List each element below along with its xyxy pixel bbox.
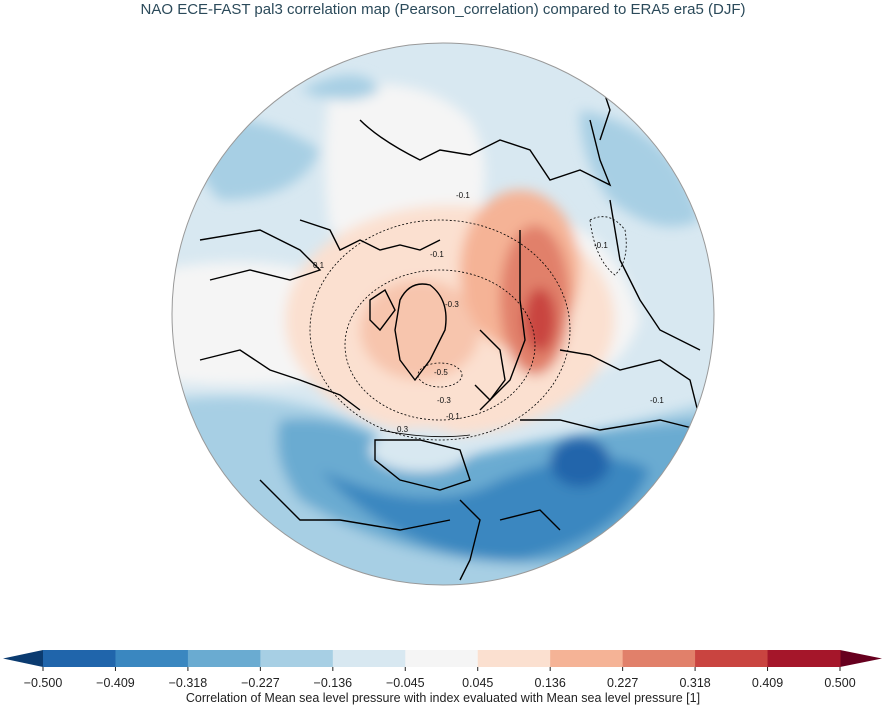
colorbar-segment: [43, 650, 116, 667]
colorbar-label: Correlation of Mean sea level pressure w…: [185, 691, 701, 705]
colorbar-segment: [695, 650, 769, 667]
colorbar-tick-label: 0.409: [752, 676, 783, 690]
colorbar-tick-label: −0.318: [169, 676, 208, 690]
colorbar-segment: [477, 650, 551, 667]
map-boundary: [171, 42, 715, 586]
colorbar-tick-label: −0.227: [241, 676, 280, 690]
colorbar-segment: [332, 650, 406, 667]
colorbar-tick-label: −0.500: [24, 676, 63, 690]
colorbar-segment: [260, 650, 334, 667]
contour-label: -0.1: [456, 191, 470, 200]
contours: [309, 216, 627, 441]
map-disk: [172, 43, 714, 585]
plot-title: NAO ECE-FAST pal3 correlation map (Pears…: [140, 1, 746, 18]
colorbar-tick-label: −0.136: [314, 676, 353, 690]
contour-label: -0.3: [437, 396, 451, 405]
colorbar-tick-label: −0.045: [386, 676, 425, 690]
colorbar-tick-label: 0.500: [824, 676, 855, 690]
colorbar-under-arrow: [3, 650, 43, 667]
colorbar-segment: [550, 650, 624, 667]
colorbar-tick-label: 0.227: [607, 676, 638, 690]
colorbar-tick-label: 0.045: [462, 676, 493, 690]
contour-label: -0.1: [430, 250, 444, 259]
colorbar-tick-label: −0.409: [96, 676, 135, 690]
contour-label: -0.1: [650, 396, 664, 405]
colorbar-segment: [187, 650, 261, 667]
colorbar: −0.500 −0.409 −0.318 −0.227 −0.136 −0.045 0.04…: [3, 650, 882, 690]
contour-labels: -0.1 0.1 -0.1 -0.3 -0.5 -0.3 -0.1 0.3 -0…: [313, 191, 664, 434]
contour-label: -0.3: [445, 300, 459, 309]
contour-label: 0.3: [397, 425, 409, 434]
colorbar-segment: [405, 650, 479, 667]
colorbar-segment: [115, 650, 189, 667]
contour-label: -0.1: [594, 241, 608, 250]
contour-label: -0.1: [446, 412, 460, 421]
colorbar-segment: [622, 650, 696, 667]
colorbar-segment: [767, 650, 841, 667]
colorbar-over-arrow: [840, 650, 882, 667]
colorbar-tick-label: 0.318: [679, 676, 710, 690]
contour-label: 0.1: [313, 261, 325, 270]
contour-label: -0.5: [434, 368, 448, 377]
colorbar-tick-label: 0.136: [535, 676, 566, 690]
